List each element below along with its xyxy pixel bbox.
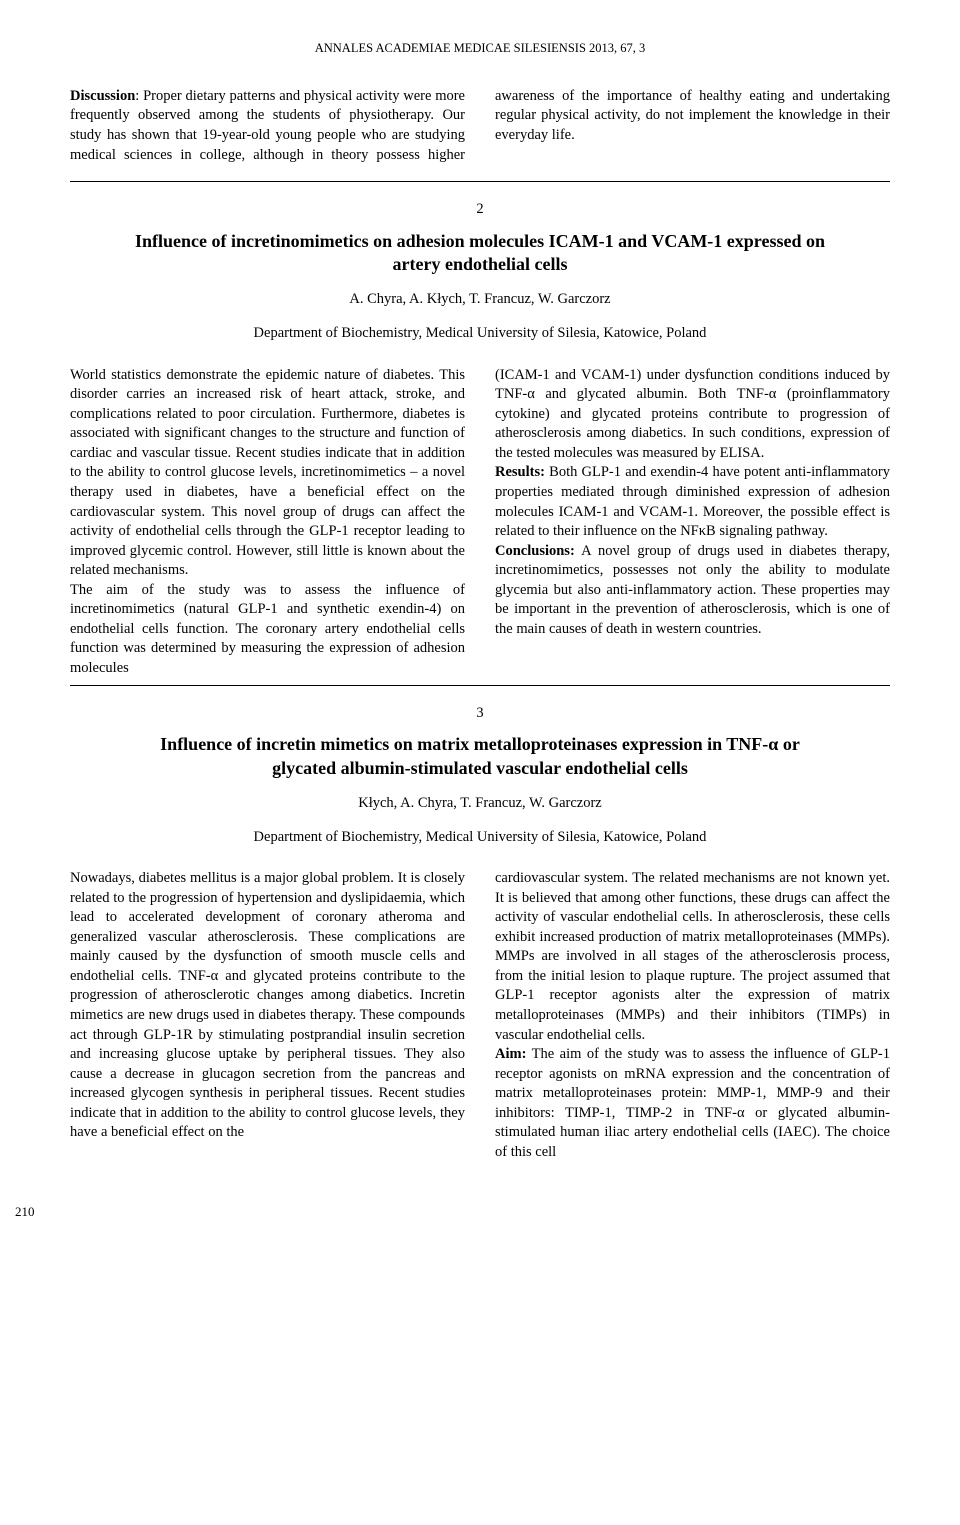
article-2-body: World statistics demonstrate the epidemi…	[70, 366, 890, 679]
article-2-number: 2	[70, 200, 890, 220]
article-2-p1: World statistics demonstrate the epidemi…	[70, 366, 465, 581]
article-2-affiliation: Department of Biochemistry, Medical Univ…	[70, 324, 890, 344]
article-3-number: 3	[70, 704, 890, 724]
article-2-p4: Both GLP-1 and exendin-4 have potent ant…	[495, 464, 890, 539]
results-label: Results:	[495, 464, 545, 480]
running-header: ANNALES ACADEMIAE MEDICAE SILESIENSIS 20…	[70, 40, 890, 57]
divider	[70, 685, 890, 686]
article-3-p3: The aim of the study was to assess the i…	[495, 1046, 890, 1160]
article-3-body: Nowadays, diabetes mellitus is a major g…	[70, 869, 890, 1162]
conclusions-label: Conclusions:	[495, 543, 575, 559]
article-3-authors: Kłych, A. Chyra, T. Francuz, W. Garczorz	[70, 794, 890, 814]
article-3-title: Influence of incretin mimetics on matrix…	[130, 733, 830, 780]
page-number: 210	[15, 1203, 890, 1221]
article-2-authors: A. Chyra, A. Kłych, T. Francuz, W. Garcz…	[70, 290, 890, 310]
article-2-title: Influence of incretinomimetics on adhesi…	[130, 230, 830, 277]
article-2-p3: (ICAM-1 and VCAM-1) under dysfunction co…	[495, 366, 890, 464]
article-3-affiliation: Department of Biochemistry, Medical Univ…	[70, 828, 890, 848]
discussion-label: Discussion	[70, 88, 135, 104]
article-2-p2: The aim of the study was to assess the i…	[70, 581, 465, 679]
abstract-1-body: Discussion: Proper dietary patterns and …	[70, 87, 890, 165]
aim-label: Aim:	[495, 1046, 526, 1062]
article-3-p1: Nowadays, diabetes mellitus is a major g…	[70, 869, 465, 1143]
article-3-p2: cardiovascular system. The related mecha…	[495, 869, 890, 1045]
divider	[70, 181, 890, 182]
